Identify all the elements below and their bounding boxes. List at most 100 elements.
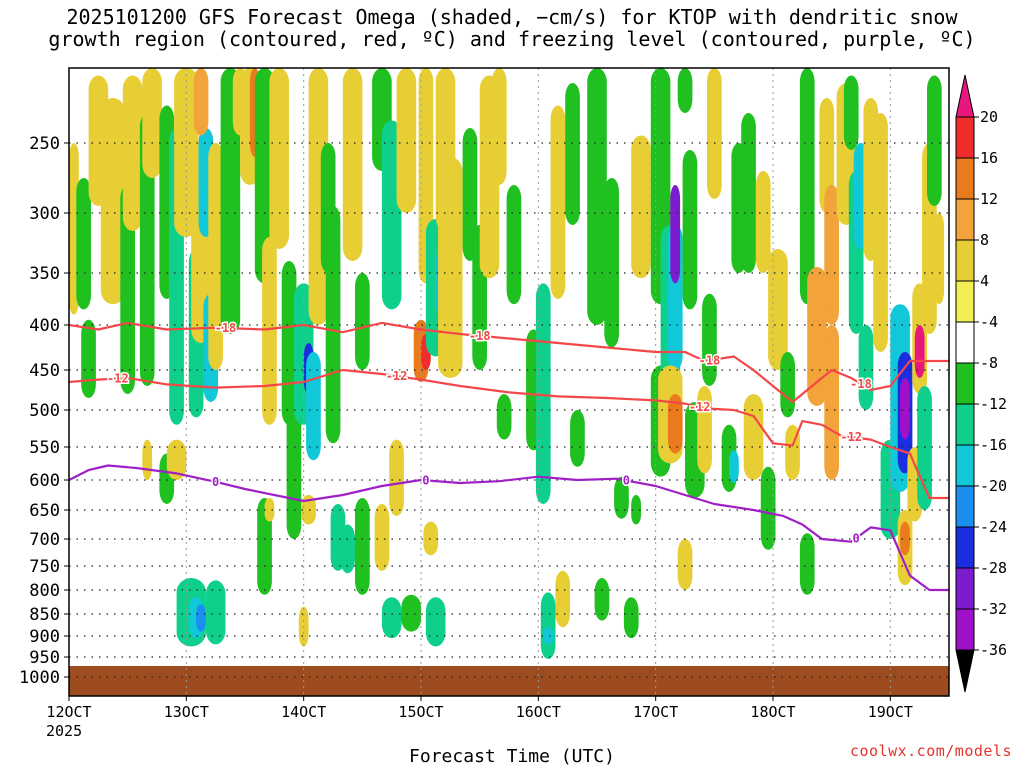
y-tick-label: 450 (29, 361, 60, 381)
colorbar-swatch (955, 321, 975, 364)
x-tick-label: 19OCT (868, 703, 913, 721)
colorbar-label: 8 (980, 231, 989, 249)
y-tick-label: 850 (29, 605, 60, 625)
omega-cell (76, 178, 91, 310)
omega-cell (540, 592, 556, 659)
colorbar-label: 12 (980, 190, 998, 208)
omega-cell (506, 185, 522, 305)
colorbar-swatch (955, 567, 975, 610)
contour-label: 0 (852, 531, 859, 545)
omega-cell (208, 143, 223, 370)
colorbar-label: -36 (980, 641, 1007, 659)
omega-cell (423, 521, 439, 556)
colorbar-label: -28 (980, 559, 1007, 577)
omega-cell (550, 105, 566, 299)
omega-cell (196, 604, 206, 632)
colorbar-label: -4 (980, 313, 998, 331)
colorbar-label: 20 (980, 108, 998, 126)
omega-cell (843, 75, 859, 150)
x-tick-label: 17OCT (633, 703, 678, 721)
y-tick-label: 250 (29, 134, 60, 154)
x-tick-label: 14OCT (281, 703, 326, 721)
omega-cell (873, 113, 888, 352)
colorbar-swatch (955, 157, 975, 200)
omega-cell (262, 237, 277, 425)
colorbar-swatch (955, 444, 975, 487)
y-tick-label: 650 (29, 501, 60, 521)
contour-label: -12 (386, 369, 408, 383)
omega-cell (780, 352, 795, 418)
colorbar-label: 16 (980, 149, 998, 167)
omega-cell (570, 410, 585, 467)
omega-cell (100, 98, 126, 305)
omega-cell (491, 68, 507, 185)
omega-cell (707, 68, 722, 199)
omega-cell (342, 68, 363, 261)
omega-cell (374, 504, 390, 571)
omega-cell (768, 249, 788, 370)
omega-cell (917, 386, 932, 510)
colorbar-label: -32 (980, 600, 1007, 618)
colorbar-label: -24 (980, 518, 1007, 536)
omega-cell (355, 273, 370, 370)
x-tick-label: 18OCT (750, 703, 795, 721)
time-axis: 12OCT 13OCT 14OCT 15OCT 16OCT 17OCT 18OCT 19OCT (46, 696, 913, 721)
omega-cell (555, 570, 571, 628)
omega-cell (286, 410, 302, 539)
omega-cell (535, 283, 551, 504)
omega-cell (631, 495, 641, 525)
omega-cell (205, 580, 226, 645)
contour-label: -18 (469, 329, 491, 343)
omega-cell (900, 378, 910, 440)
colorbar-label: -8 (980, 354, 998, 372)
omega-cell (264, 498, 275, 522)
omega-cell (743, 394, 764, 480)
omega-cell (667, 394, 683, 454)
pressure-axis: 2503003504004505005506006507007508008509… (19, 134, 69, 688)
omega-cell (401, 594, 421, 632)
colorbar-swatch (955, 362, 975, 405)
x-axis-year: 2025 (46, 722, 83, 740)
site-credit[interactable]: coolwx.com/models (849, 742, 1012, 760)
omega-cell (729, 450, 739, 483)
omega-cell (900, 521, 910, 556)
colorbar-swatch (955, 116, 975, 159)
y-tick-label: 1000 (19, 668, 60, 688)
contour-label: -12 (107, 372, 129, 386)
y-tick-label: 550 (29, 438, 60, 458)
omega-cell (142, 68, 162, 178)
contour-label: -12 (689, 400, 711, 414)
contour-label: -12 (840, 430, 862, 444)
omega-cell (631, 135, 651, 279)
omega-cell (807, 267, 827, 406)
omega-cell (587, 68, 607, 325)
y-tick-label: 750 (29, 557, 60, 577)
omega-cell (824, 185, 839, 325)
omega-cell (120, 185, 135, 394)
plot-frame (68, 67, 950, 697)
contour-line (69, 464, 949, 592)
colorbar-swatch (955, 485, 975, 528)
omega-cell (122, 75, 143, 231)
omega-cell (614, 476, 629, 519)
colorbar-label: -16 (980, 436, 1007, 454)
x-axis-title: Forecast Time (UTC) (409, 746, 615, 767)
x-tick-label: 12OCT (46, 703, 91, 721)
omega-cell (381, 597, 402, 639)
contour-label: -18 (699, 353, 721, 367)
contour-label: 0 (422, 473, 429, 487)
omega-cell (914, 325, 925, 378)
omega-cell (462, 128, 478, 261)
omega-cell (543, 627, 553, 645)
omega-cell (81, 319, 96, 398)
y-tick-label: 950 (29, 648, 60, 668)
contour-label: 0 (623, 474, 630, 488)
colorbar-swatch (955, 280, 975, 323)
colorbar-top-arrow (955, 74, 975, 118)
omega-colorbar: 20 16 12 8 4 -4 -8 -12 -16 -20 -24 -28 -32 -36 (955, 74, 1007, 693)
colorbar-swatch (955, 403, 975, 446)
omega-cell (594, 578, 610, 621)
omega-cell (269, 68, 289, 249)
y-tick-label: 400 (29, 316, 60, 336)
